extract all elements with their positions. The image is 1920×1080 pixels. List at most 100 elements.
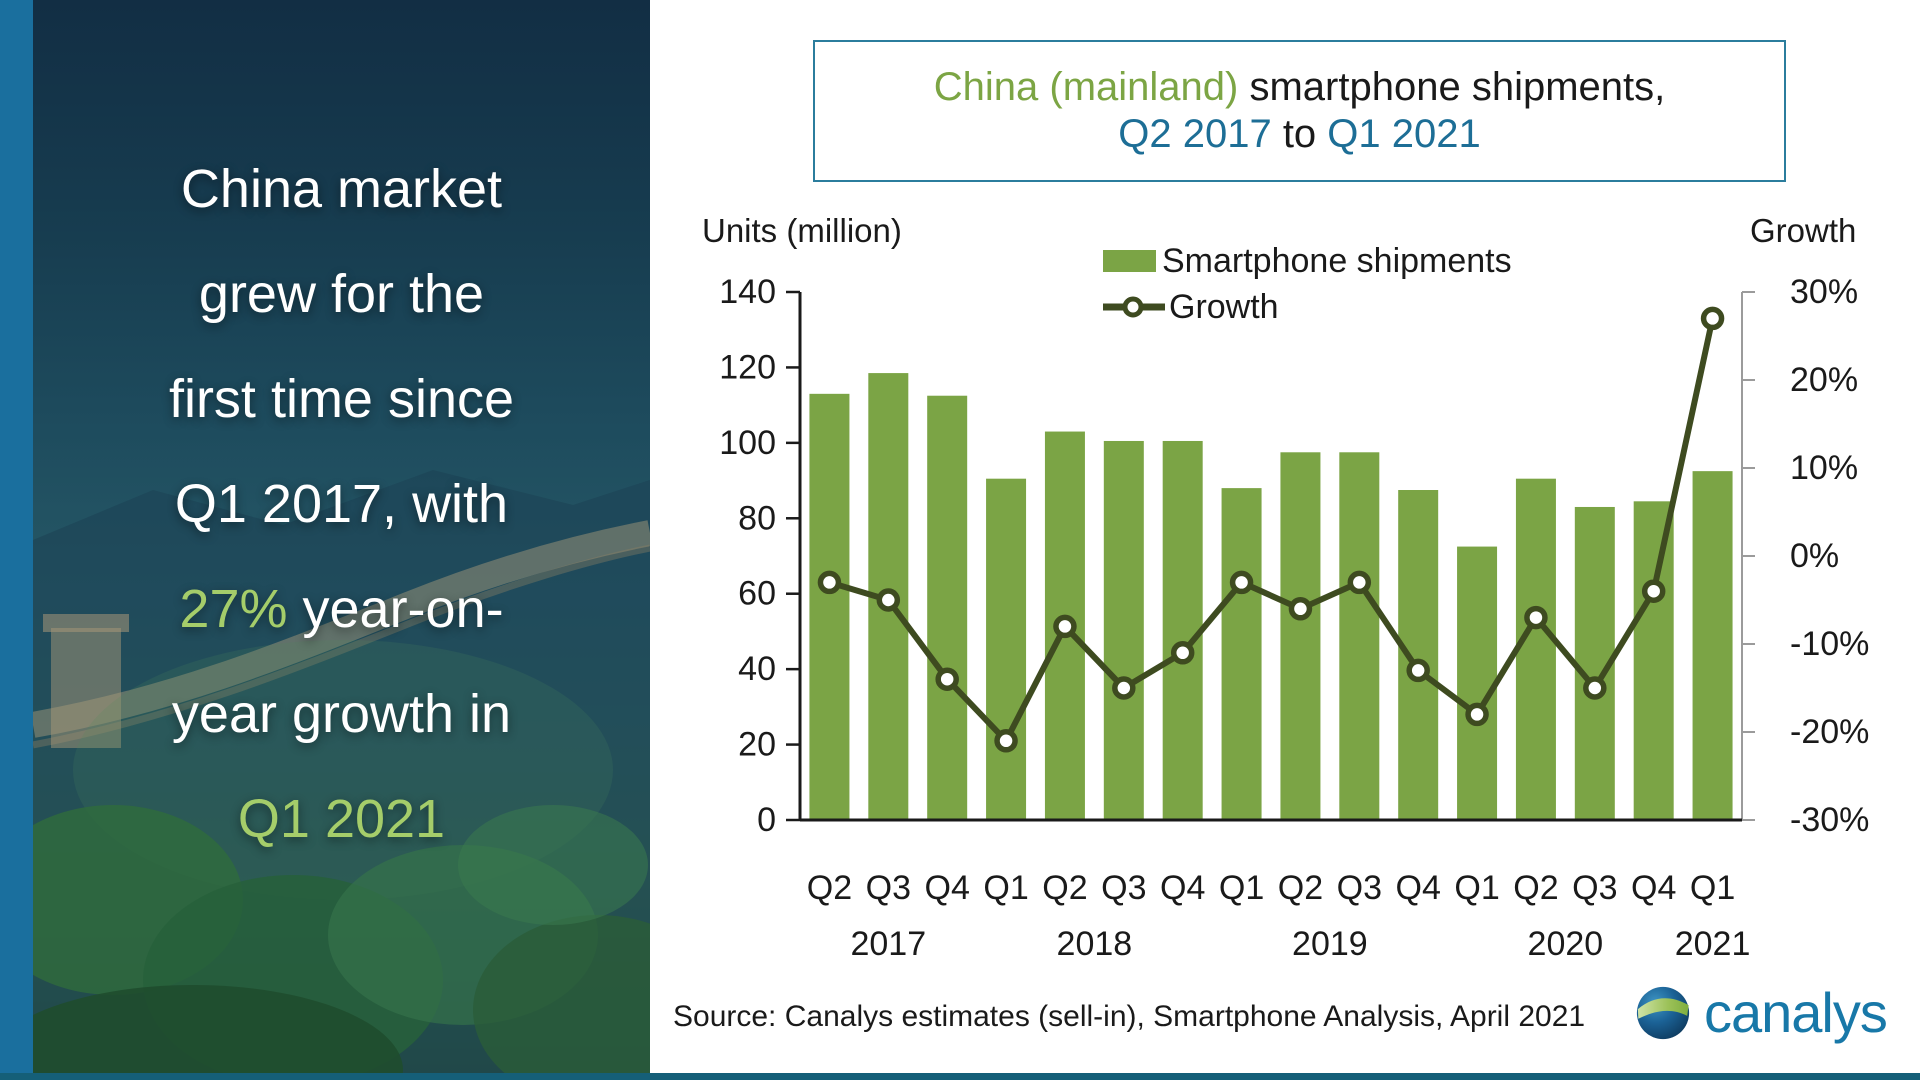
source-note: Source: Canalys estimates (sell-in), Sma… <box>673 1000 1586 1033</box>
right-axis-tick-label: 20% <box>1790 361 1858 399</box>
bottom-accent-strip <box>0 1073 1920 1080</box>
shipment-bar-Q3 <box>1103 440 1144 820</box>
left-axis-tick-label: 0 <box>757 801 776 839</box>
shipment-bar-Q2 <box>1280 452 1321 820</box>
shipment-bar-Q4 <box>927 395 968 820</box>
x-tick-year: 2021 <box>1675 925 1751 963</box>
x-tick-year: 2020 <box>1528 925 1604 963</box>
x-tick-quarter: Q2 <box>1513 869 1558 907</box>
growth-marker-Q4 <box>1641 579 1666 603</box>
left-axis-tick-label: 80 <box>738 499 776 537</box>
x-tick-year: 2017 <box>850 925 926 963</box>
growth-line <box>828 317 1716 744</box>
chart-title-line1: China (mainland) smartphone shipments, <box>934 64 1665 111</box>
headline: China market grew for the first time since… <box>33 137 650 872</box>
legend: Smartphone shipments Growth <box>1103 238 1512 330</box>
title-segment-blue: Q1 2021 <box>1327 112 1481 156</box>
growth-marker-Q3 <box>1112 676 1136 700</box>
right-axis-tick-label: 30% <box>1790 273 1858 311</box>
headline-line: Q1 2021 <box>33 767 650 872</box>
right-axis-tick-label: -20% <box>1790 713 1869 751</box>
x-tick-year: 2018 <box>1057 925 1133 963</box>
headline-accent-text: 27% <box>179 579 288 639</box>
x-tick-quarter: Q4 <box>1160 869 1205 907</box>
headline-text: year growth in <box>171 684 512 744</box>
right-axis-tick-label: 10% <box>1790 449 1858 487</box>
x-tick-quarter: Q4 <box>1396 869 1441 907</box>
growth-marker-Q1 <box>1465 702 1489 727</box>
headline-text: year-on- <box>287 579 504 639</box>
line-marker-icon <box>1103 296 1165 318</box>
title-segment-blue: Q2 2017 <box>1118 112 1272 156</box>
chart-title-line2: Q2 2017 to Q1 2021 <box>1118 111 1481 158</box>
headline-text: grew for the <box>198 264 485 324</box>
growth-marker-Q2 <box>1053 614 1077 639</box>
headline-line: China market <box>33 137 650 242</box>
x-tick-quarter: Q3 <box>866 869 911 907</box>
right-axis-tick-label: 0% <box>1790 537 1839 575</box>
headline-line: Q1 2017, with <box>33 452 650 557</box>
x-tick-quarter: Q1 <box>983 869 1028 907</box>
growth-marker-Q4 <box>1170 641 1195 665</box>
headline-accent-text: Q1 2021 <box>237 789 446 849</box>
left-photo-panel: China market grew for the first time since… <box>33 0 650 1080</box>
x-tick-quarter: Q2 <box>1042 869 1087 907</box>
headline-line: year growth in <box>33 662 650 767</box>
left-axis-tick-label: 60 <box>738 575 776 613</box>
bar-swatch-icon <box>1103 250 1156 272</box>
growth-marker-Q3 <box>1347 570 1372 595</box>
left-axis-tick-label: 20 <box>738 726 776 764</box>
shipment-bar-Q2 <box>1515 478 1556 820</box>
shipment-bar-Q2 <box>809 393 850 820</box>
growth-marker-Q3 <box>876 588 901 612</box>
x-tick-quarter: Q3 <box>1101 869 1146 907</box>
headline-text: China market <box>180 159 503 219</box>
legend-item-growth: Growth <box>1103 284 1512 330</box>
x-tick-quarter: Q1 <box>1454 869 1499 907</box>
legend-label-growth: Growth <box>1169 287 1279 326</box>
shipment-bar-Q3 <box>1339 452 1380 820</box>
chart-panel: China (mainland) smartphone shipments, Q… <box>650 0 1920 1080</box>
title-segment-dark: to <box>1271 112 1328 156</box>
headline-line: 27% year-on- <box>33 557 650 662</box>
growth-marker-Q4 <box>935 667 959 691</box>
headline-line: grew for the <box>33 242 650 347</box>
headline-text: Q1 2017, with <box>174 474 509 534</box>
legend-item-shipments: Smartphone shipments <box>1103 238 1512 284</box>
right-axis-tick-label: -10% <box>1790 625 1869 663</box>
x-tick-quarter: Q3 <box>1337 869 1382 907</box>
shipments-growth-chart: -30% -20% -10% 0% 10% 20% 30% 0 20 40 60 80 100 120 14… <box>719 273 1869 963</box>
left-axis-tick-label: 40 <box>738 650 776 688</box>
growth-marker-Q1 <box>1700 306 1725 331</box>
shipment-bar-Q1 <box>1457 546 1498 820</box>
growth-marker-Q1 <box>1229 570 1254 595</box>
growth-marker-Q2 <box>1288 597 1313 621</box>
left-axis-tick-label: 120 <box>719 348 776 386</box>
right-axis-title: Growth <box>1750 212 1857 249</box>
left-axis-tick-label: 140 <box>719 273 776 311</box>
left-accent-strip <box>0 0 33 1080</box>
headline-text: first time since <box>168 369 515 429</box>
growth-marker-Q2 <box>1524 605 1548 630</box>
title-segment-green: China (mainland) <box>933 65 1239 109</box>
growth-marker-Q3 <box>1583 676 1607 700</box>
shipment-bar-Q4 <box>1398 490 1439 820</box>
shipment-bar-Q1 <box>1221 488 1262 820</box>
shipment-bar-Q4 <box>1633 501 1674 820</box>
x-tick-year: 2019 <box>1292 925 1368 963</box>
great-wall-photo <box>33 470 650 1080</box>
x-tick-quarter: Q4 <box>925 869 970 907</box>
headline-line: first time since <box>33 347 650 452</box>
x-tick-quarter: Q2 <box>1278 869 1323 907</box>
canalys-logo: canalys <box>1634 980 1888 1045</box>
x-tick-quarter: Q4 <box>1631 869 1676 907</box>
x-tick-quarter: Q1 <box>1690 869 1735 907</box>
growth-marker-Q4 <box>1406 658 1430 683</box>
growth-marker-Q1 <box>994 729 1018 753</box>
legend-label-shipments: Smartphone shipments <box>1162 241 1512 280</box>
left-axis-title: Units (million) <box>702 212 902 249</box>
right-axis-tick-label: -30% <box>1790 801 1869 839</box>
title-segment-dark: smartphone shipments, <box>1238 65 1666 109</box>
x-tick-quarter: Q1 <box>1219 869 1264 907</box>
